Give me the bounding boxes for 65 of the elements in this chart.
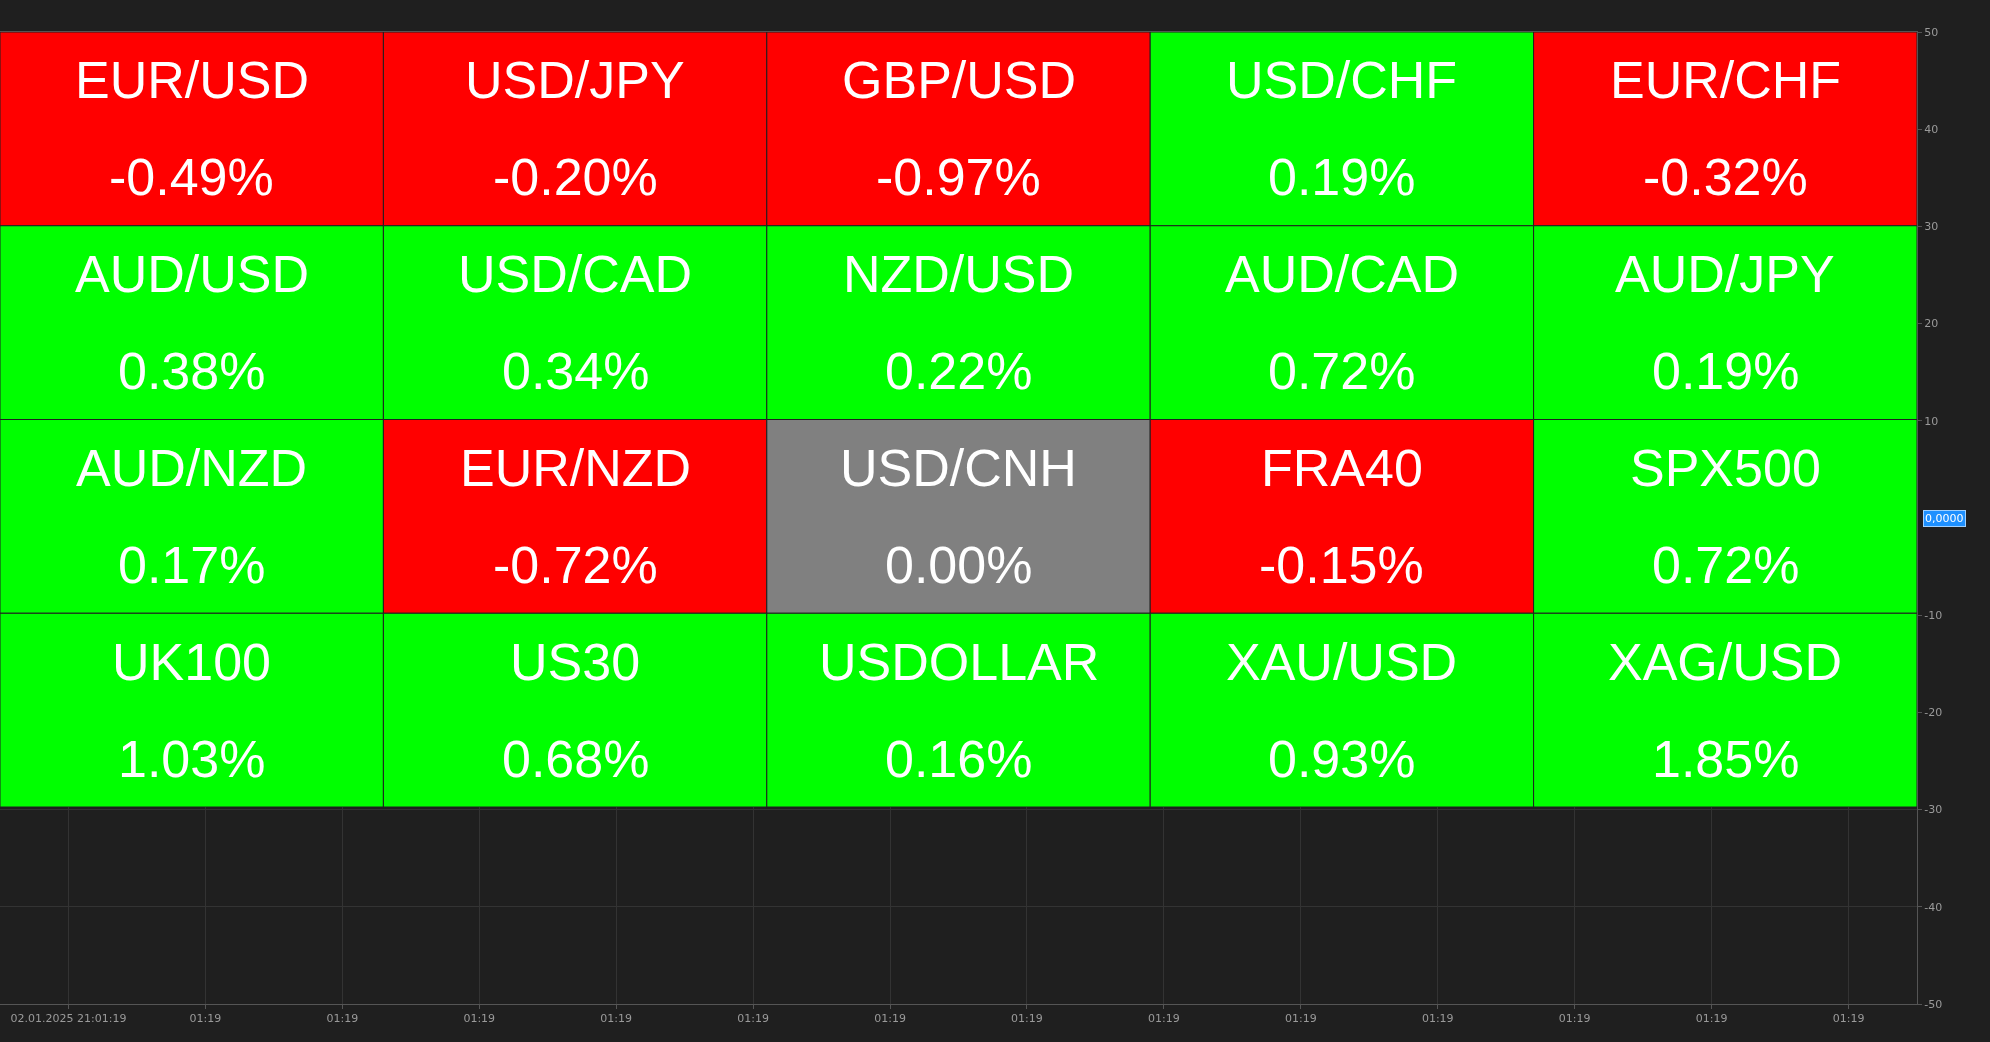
data-label: 0.19% (1652, 342, 1800, 400)
data-label: 0.17% (118, 536, 266, 594)
category-label: FRA40 (1261, 439, 1423, 497)
x-tick-label: 01:19 (1832, 1012, 1865, 1026)
data-label: -0.97% (876, 148, 1041, 206)
data-label: 0.68% (502, 730, 650, 788)
y-tick-label: 10 (1924, 414, 1939, 428)
y-tick-label: -10 (1924, 609, 1943, 623)
category-label: SPX500 (1630, 439, 1821, 497)
category-label: EUR/CHF (1610, 51, 1842, 109)
data-label: 0.00% (885, 536, 1033, 594)
data-label: -0.15% (1259, 536, 1424, 594)
data-label: 1.03% (118, 730, 266, 788)
x-tick-label: 01:19 (189, 1012, 222, 1026)
x-tick-label: 01:19 (1558, 1012, 1591, 1026)
data-label: 0.19% (1268, 148, 1416, 206)
data-label: -0.32% (1643, 148, 1808, 206)
x-tick-label: 02.01.2025 21:01:19 (10, 1012, 127, 1026)
data-label: -0.72% (493, 536, 658, 594)
x-tick-label: 01:19 (1284, 1012, 1317, 1026)
y-tick-label: -20 (1924, 706, 1943, 720)
x-tick-label: 01:19 (874, 1012, 906, 1026)
category-label: GBP/USD (842, 51, 1077, 109)
x-tick-label: 01:19 (1011, 1012, 1043, 1026)
category-label: USDOLLAR (819, 633, 1100, 691)
text: 0,0000 (1925, 512, 1964, 525)
category-label: USD/CNH (840, 439, 1077, 497)
data-label: 0.38% (118, 342, 266, 400)
x-tick-label: 01:19 (737, 1012, 769, 1026)
data-label: 1.85% (1652, 730, 1800, 788)
data-label: 0.72% (1652, 536, 1800, 594)
x-tick-label: 01:19 (600, 1012, 633, 1026)
x-tick-label: 01:19 (326, 1012, 359, 1026)
data-label: -0.49% (109, 148, 274, 206)
data-label: 0.93% (1268, 730, 1416, 788)
category-label: EUR/USD (75, 51, 310, 109)
category-label: XAG/USD (1608, 633, 1843, 691)
data-label: 0.22% (885, 342, 1033, 400)
category-label: USD/CAD (458, 245, 693, 303)
x-tick-label: 01:19 (463, 1012, 496, 1026)
data-label: 0.72% (1268, 342, 1416, 400)
category-label: USD/CHF (1226, 51, 1458, 109)
category-label: USD/JPY (465, 51, 685, 109)
category-label: AUD/CAD (1225, 245, 1460, 303)
category-label: AUD/JPY (1615, 245, 1835, 303)
category-label: UK100 (112, 633, 271, 691)
category-label: AUD/NZD (76, 439, 308, 497)
category-label: AUD/USD (75, 245, 310, 303)
x-tick-label: 01:19 (1695, 1012, 1728, 1026)
y-tick-label: 30 (1924, 220, 1939, 234)
category-label: NZD/USD (843, 245, 1075, 303)
category-label: US30 (510, 633, 641, 691)
y-tick-label: -30 (1924, 803, 1943, 817)
y-tick-label: 20 (1924, 317, 1939, 331)
data-label: -0.20% (493, 148, 658, 206)
x-tick-label: 01:19 (1421, 1012, 1454, 1026)
data-label: 0.16% (885, 730, 1033, 788)
y-tick-label: -50 (1924, 997, 1943, 1011)
category-label: EUR/NZD (460, 439, 692, 497)
y-tick-label: 40 (1924, 123, 1939, 137)
y-tick-label: 50 (1924, 25, 1939, 39)
data-label: 0.34% (502, 342, 650, 400)
y-tick-label: -40 (1924, 900, 1943, 914)
x-tick-label: 01:19 (1148, 1012, 1180, 1026)
category-label: XAU/USD (1226, 633, 1458, 691)
